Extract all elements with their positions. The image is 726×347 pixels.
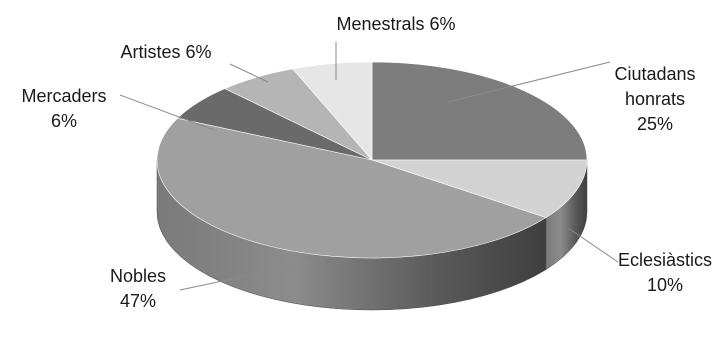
pie-tops [156,61,588,259]
leader-line-artistes [229,63,269,83]
slice-labels: Ciutadans honrats 25% Eclesiàstics 10% Nobles… [21,14,712,311]
pie-slice-ciutadans-honrats [371,61,588,161]
pie-slice-nobles [156,117,547,259]
leader-lines [119,42,619,291]
slice-label-mercaders: Mercaders 6% [21,86,106,131]
leader-line-nobles [179,261,313,291]
pie-slice-menestrals [292,61,373,161]
leader-line-eclesiastics [567,227,619,263]
slice-label-artistes: Artistes 6% [120,42,211,62]
leader-line-ciutadans-honrats [447,61,611,103]
pie-slice-eclesiastics [371,159,588,218]
slice-label-menestrals: Menestrals 6% [336,14,455,34]
slice-label-nobles: Nobles 47% [110,266,166,311]
leader-line-mercaders [119,94,215,131]
slice-label-ciutadans-honrats: Ciutadans honrats 25% [614,64,695,134]
slice-label-eclesiastics: Eclesiàstics 10% [618,250,712,295]
